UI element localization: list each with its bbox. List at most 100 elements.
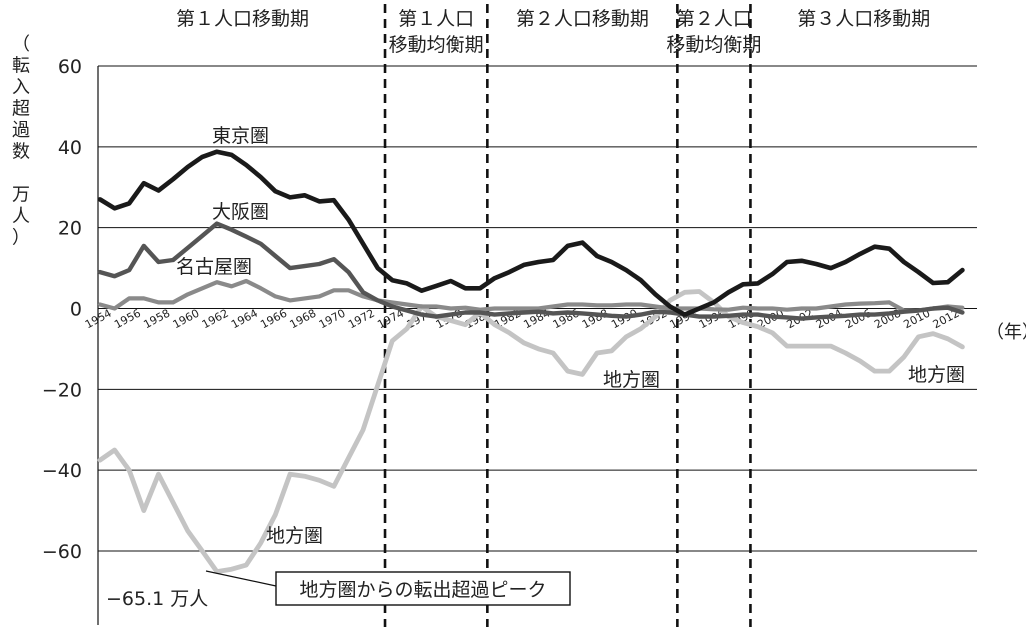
- data-point: [523, 311, 525, 314]
- data-point: [815, 316, 817, 318]
- data-point: [596, 304, 598, 306]
- data-point: [610, 261, 613, 263]
- data-point: [450, 320, 452, 322]
- data-point: [961, 269, 963, 271]
- data-point: [640, 313, 642, 316]
- data-point: [274, 255, 276, 257]
- data-point: [128, 469, 130, 471]
- data-point: [640, 328, 642, 330]
- data-point: [494, 307, 496, 310]
- data-point: [625, 336, 627, 338]
- data-point: [727, 291, 730, 293]
- data-point: [537, 311, 540, 313]
- peak-value-label: −65.1 万人: [106, 588, 208, 610]
- data-point: [260, 176, 262, 178]
- data-point: [654, 315, 657, 318]
- data-point: [143, 245, 145, 247]
- y-tick-label: −40: [42, 460, 82, 482]
- data-point: [888, 312, 890, 314]
- data-point: [201, 156, 203, 158]
- data-point: [216, 281, 218, 283]
- data-point: [844, 261, 847, 263]
- data-point: [289, 473, 291, 475]
- x-tick-label: 1968: [288, 307, 319, 332]
- data-point: [698, 307, 700, 310]
- data-point: [362, 291, 364, 293]
- y-tick-label: −60: [42, 541, 82, 563]
- y-axis-label-char: 数: [12, 142, 30, 163]
- data-point: [815, 263, 817, 265]
- data-point: [844, 352, 847, 354]
- period-label: 第１人口移動均衡期: [389, 8, 484, 56]
- data-point: [494, 324, 496, 326]
- series-label-chiho-mid: 地方圏: [603, 369, 660, 391]
- data-point: [859, 253, 861, 255]
- data-point: [508, 307, 510, 310]
- data-point: [727, 315, 730, 317]
- data-point: [684, 307, 686, 310]
- data-point: [187, 166, 189, 168]
- period-label-line: 第１人口: [398, 8, 474, 30]
- data-point: [713, 315, 715, 318]
- data-point: [172, 259, 174, 261]
- data-point: [830, 305, 832, 308]
- period-label-line: 移動均衡期: [666, 34, 761, 56]
- x-tick-label: 1964: [229, 307, 260, 332]
- data-point: [610, 350, 613, 352]
- data-point: [771, 315, 773, 318]
- data-point: [961, 346, 963, 348]
- data-point: [289, 299, 291, 302]
- x-tick-label: 1988: [580, 307, 611, 332]
- data-point: [815, 345, 817, 347]
- data-point: [742, 313, 744, 316]
- data-point: [464, 324, 467, 326]
- data-point: [260, 542, 262, 544]
- x-tick-label: 1962: [200, 307, 231, 332]
- data-point: [947, 338, 949, 340]
- data-point: [742, 283, 744, 285]
- data-point: [318, 200, 320, 202]
- data-point: [362, 295, 364, 297]
- data-point: [888, 370, 890, 372]
- data-point: [801, 307, 803, 310]
- y-axis-label-char: 入: [12, 77, 30, 98]
- data-point: [406, 303, 408, 306]
- data-point: [786, 261, 788, 263]
- data-point: [362, 243, 364, 245]
- data-point: [874, 370, 876, 372]
- data-point: [596, 313, 598, 316]
- data-point: [362, 429, 364, 431]
- data-point: [567, 370, 569, 372]
- data-point: [230, 154, 233, 156]
- data-point: [654, 293, 657, 295]
- y-tick-label: 20: [58, 218, 82, 240]
- data-point: [932, 332, 934, 335]
- data-point: [391, 301, 393, 304]
- data-point: [552, 352, 554, 354]
- data-point: [377, 299, 379, 302]
- data-point: [318, 479, 320, 481]
- data-point: [260, 287, 262, 289]
- data-point: [304, 297, 306, 299]
- data-point: [552, 305, 554, 308]
- x-tick-label: 2006: [843, 307, 874, 332]
- data-point: [669, 299, 671, 302]
- data-point: [874, 246, 876, 248]
- x-tick-label: 1966: [258, 307, 289, 332]
- data-point: [815, 307, 817, 310]
- data-point: [216, 223, 218, 225]
- data-point: [289, 267, 291, 269]
- data-point: [172, 501, 174, 504]
- period-label-line: 第２人口移動期: [516, 8, 649, 30]
- data-point: [771, 332, 773, 334]
- data-point: [304, 265, 306, 267]
- data-point: [684, 291, 686, 293]
- data-point: [757, 326, 759, 328]
- data-point: [347, 218, 350, 221]
- data-point: [786, 345, 788, 347]
- data-point: [333, 289, 335, 291]
- x-tick-label: 1986: [551, 307, 582, 332]
- data-point: [654, 311, 657, 313]
